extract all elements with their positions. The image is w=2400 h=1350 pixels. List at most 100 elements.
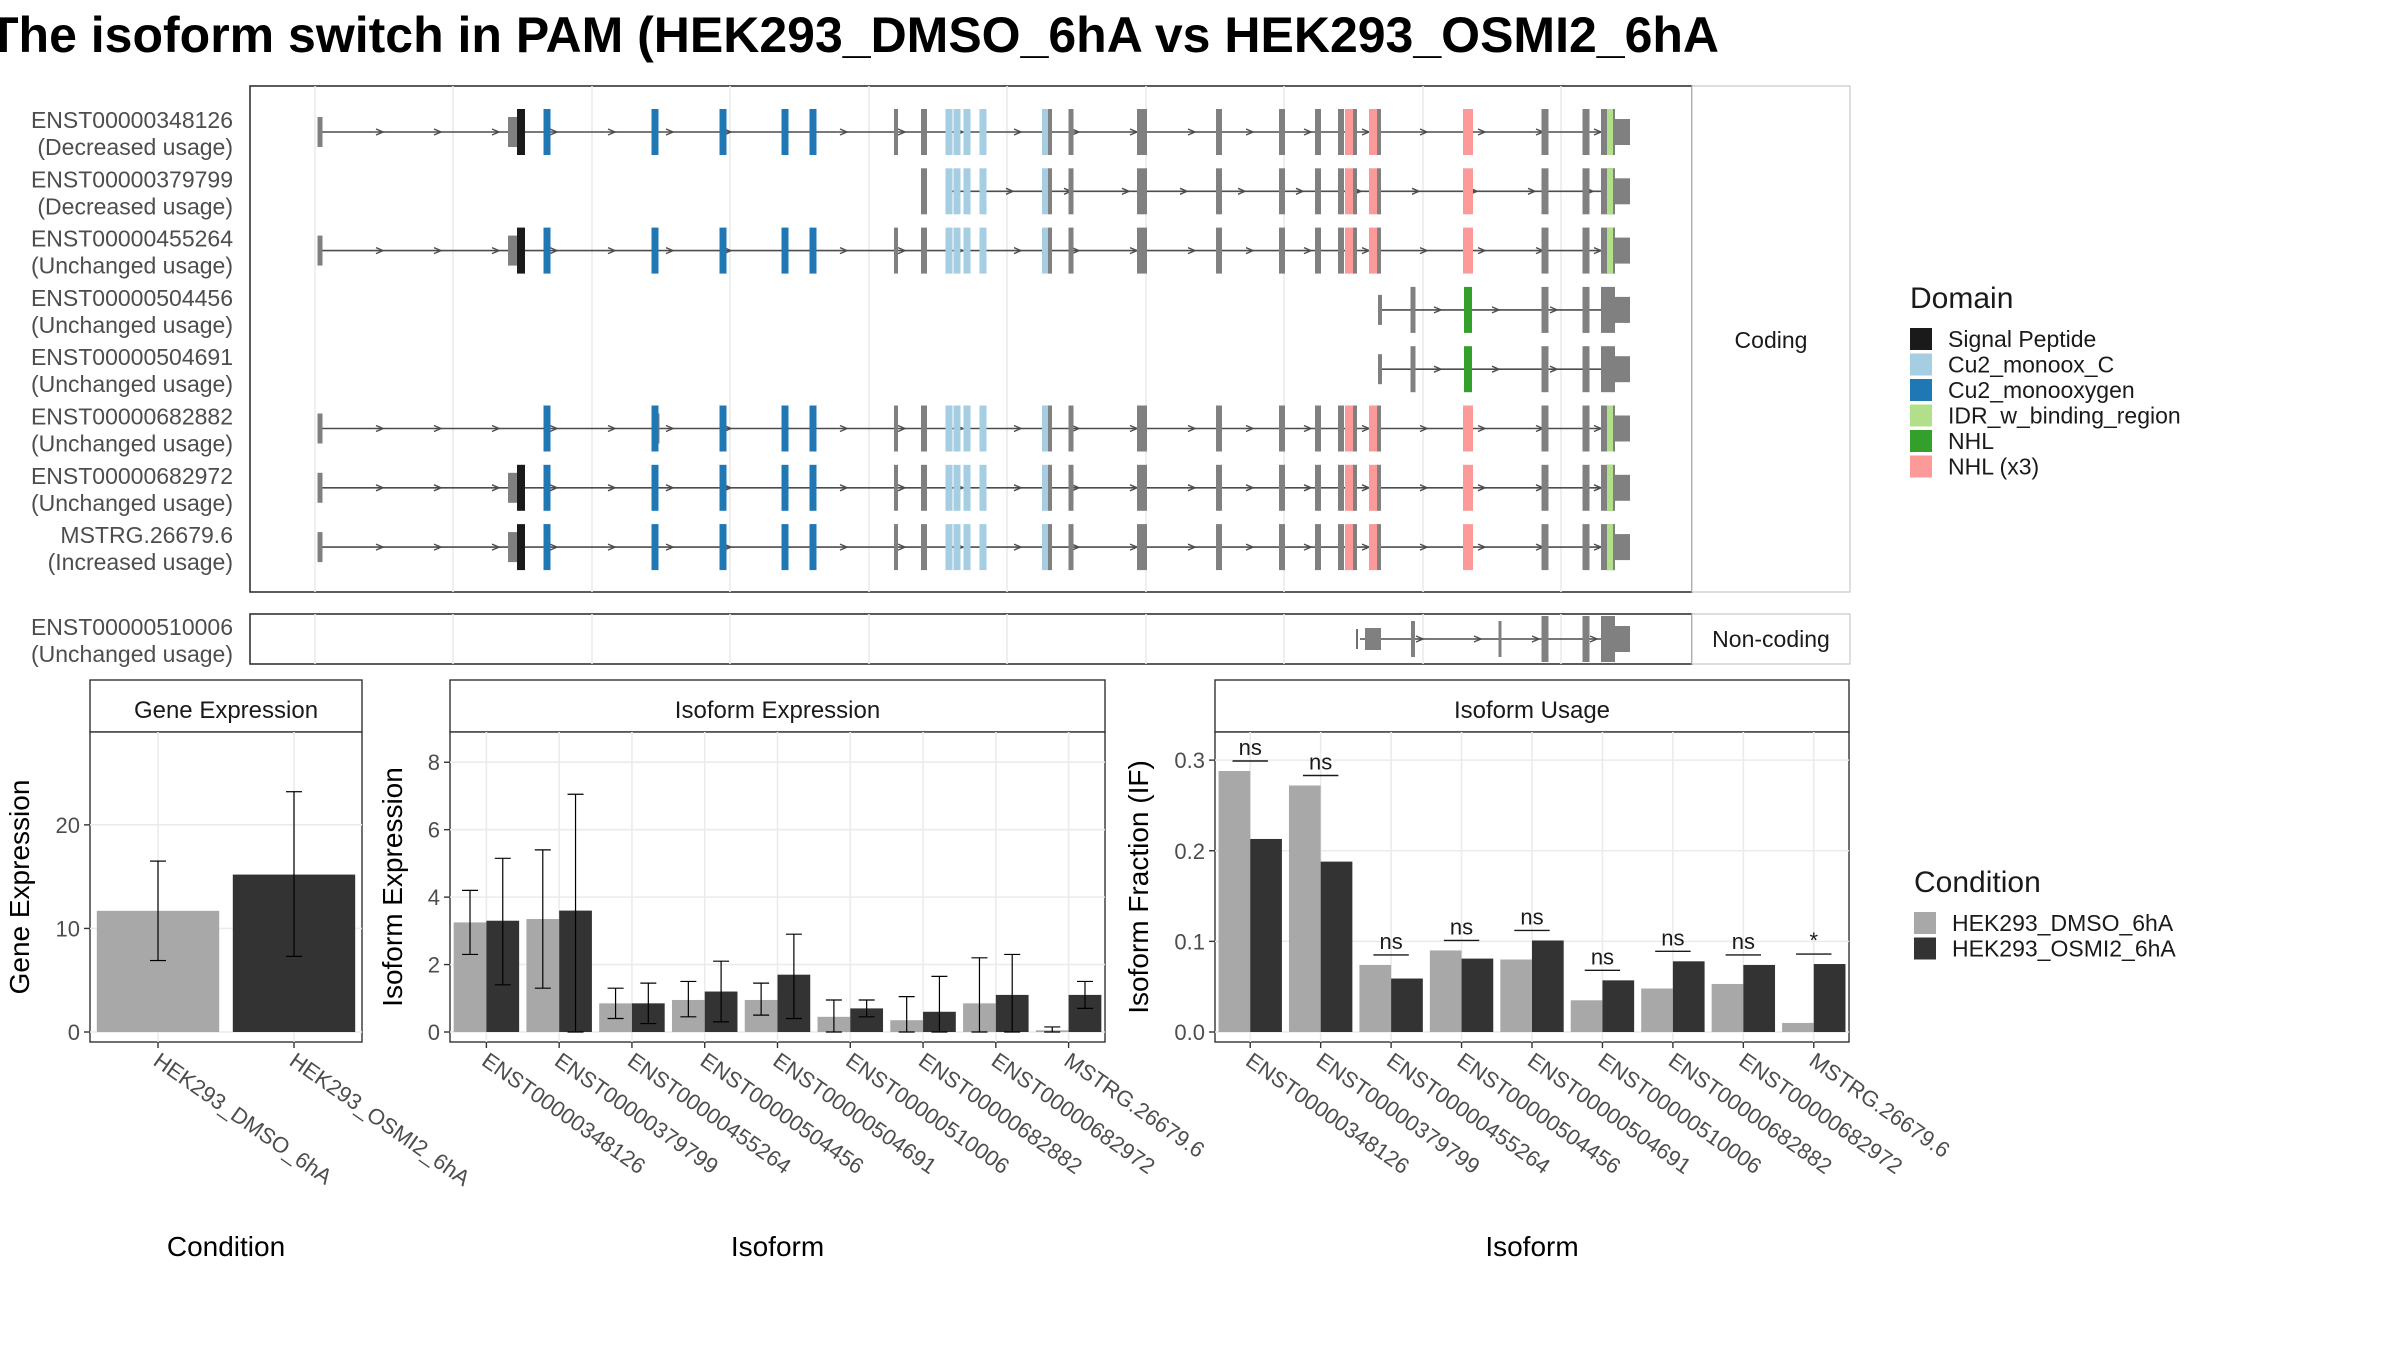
domain-idr-binding bbox=[1607, 109, 1613, 155]
bar bbox=[1462, 959, 1494, 1032]
exon-utr-last bbox=[1614, 238, 1630, 264]
domain-cu2-monooxygen bbox=[782, 109, 789, 155]
exon bbox=[1315, 406, 1321, 452]
exon bbox=[1377, 406, 1381, 452]
exon bbox=[921, 228, 927, 274]
y-tick-label: 0.0 bbox=[1174, 1020, 1205, 1045]
bar bbox=[1430, 950, 1462, 1032]
exon bbox=[1216, 524, 1222, 570]
bar bbox=[1532, 940, 1564, 1032]
domain-legend-label: Cu2_monooxygen bbox=[1948, 377, 2135, 403]
domain-cu2-monooxygen bbox=[810, 406, 817, 452]
exon-utr-last bbox=[1614, 475, 1630, 501]
exon bbox=[1583, 616, 1590, 662]
domain-cu2-monooxygen bbox=[544, 465, 551, 511]
bar bbox=[1673, 961, 1705, 1032]
domain-nhl-x3 bbox=[1463, 109, 1473, 155]
isoform-status-label: (Unchanged usage) bbox=[31, 641, 233, 667]
exon bbox=[1353, 109, 1357, 155]
domain-signal-peptide bbox=[517, 228, 525, 274]
exon bbox=[1048, 465, 1052, 511]
exon bbox=[921, 406, 927, 452]
domain-cu2-monooxygen bbox=[782, 465, 789, 511]
panel-title: Gene Expression bbox=[134, 697, 318, 724]
exon bbox=[1542, 346, 1549, 392]
condition-legend-title: Condition bbox=[1914, 866, 2041, 899]
domain-legend-key bbox=[1910, 456, 1932, 478]
significance-label: ns bbox=[1520, 904, 1543, 929]
domain-legend-label: NHL bbox=[1948, 428, 1994, 454]
y-tick-label: 20 bbox=[56, 813, 80, 838]
exon bbox=[921, 109, 927, 155]
domain-cu2-monoox-c bbox=[954, 109, 961, 155]
domain-cu2-monoox-c bbox=[954, 168, 961, 214]
exon bbox=[1048, 168, 1052, 214]
domain-cu2-monoox-c bbox=[954, 465, 961, 511]
isoform-status-label: (Unchanged usage) bbox=[31, 371, 233, 397]
significance-label: * bbox=[1809, 928, 1818, 953]
exon bbox=[1338, 406, 1344, 452]
domain-legend-key bbox=[1910, 430, 1932, 452]
domain-legend-label: Signal Peptide bbox=[1948, 326, 2096, 352]
exon bbox=[1279, 109, 1285, 155]
exon bbox=[1542, 406, 1549, 452]
exon bbox=[1279, 524, 1285, 570]
isoform-status-label: (Unchanged usage) bbox=[31, 431, 233, 457]
exon bbox=[1216, 228, 1222, 274]
exon bbox=[1353, 228, 1357, 274]
exon bbox=[1583, 524, 1590, 570]
exon bbox=[921, 524, 927, 570]
condition-legend-key bbox=[1914, 938, 1936, 960]
bar bbox=[1641, 989, 1673, 1033]
domain-legend-key bbox=[1910, 379, 1932, 401]
isoform-id-label: ENST00000379799 bbox=[31, 166, 233, 192]
exon bbox=[1216, 406, 1222, 452]
exon bbox=[1048, 228, 1052, 274]
isoform-id-label: ENST00000504691 bbox=[31, 344, 233, 370]
domain-legend-key bbox=[1910, 405, 1932, 427]
domain-cu2-monoox-c bbox=[964, 406, 971, 452]
exon bbox=[1315, 109, 1321, 155]
domain-cu2-monooxygen bbox=[652, 109, 659, 155]
domain-nhl-x3 bbox=[1463, 228, 1473, 274]
coding-panel bbox=[250, 86, 1692, 592]
exon bbox=[1583, 287, 1590, 333]
domain-cu2-monoox-c bbox=[946, 109, 953, 155]
bar bbox=[1359, 965, 1391, 1032]
exon bbox=[1137, 406, 1147, 452]
exon bbox=[1137, 168, 1147, 214]
domain-nhl bbox=[1464, 287, 1472, 333]
bar bbox=[1250, 839, 1282, 1032]
exon bbox=[1048, 524, 1052, 570]
x-axis-label: Isoform bbox=[731, 1231, 824, 1262]
significance-label: ns bbox=[1661, 925, 1684, 950]
significance-label: ns bbox=[1450, 914, 1473, 939]
bar bbox=[1743, 965, 1775, 1032]
domain-cu2-monooxygen bbox=[544, 524, 551, 570]
exon bbox=[1048, 109, 1052, 155]
domain-cu2-monoox-c bbox=[964, 465, 971, 511]
domain-cu2-monooxygen bbox=[652, 465, 659, 511]
domain-cu2-monoox-c bbox=[980, 228, 987, 274]
exon bbox=[1411, 287, 1416, 333]
exon bbox=[318, 236, 323, 266]
exon bbox=[1216, 109, 1222, 155]
domain-nhl-x3 bbox=[1463, 406, 1473, 452]
domain-signal-peptide bbox=[517, 465, 525, 511]
domain-legend-key bbox=[1910, 328, 1932, 350]
isoform-status-label: (Unchanged usage) bbox=[31, 253, 233, 279]
domain-nhl bbox=[1464, 346, 1472, 392]
domain-cu2-monooxygen bbox=[652, 406, 659, 452]
noncoding-strip-label: Non-coding bbox=[1712, 626, 1830, 652]
exon bbox=[1216, 168, 1222, 214]
domain-nhl-x3 bbox=[1463, 524, 1473, 570]
y-axis-label: Isoform Expression bbox=[377, 767, 408, 1007]
coding-strip-label: Coding bbox=[1735, 327, 1808, 353]
exon bbox=[921, 168, 927, 214]
domain-cu2-monooxygen bbox=[720, 524, 727, 570]
bar bbox=[1814, 964, 1846, 1032]
exon bbox=[1315, 228, 1321, 274]
y-tick-label: 0.1 bbox=[1174, 929, 1205, 954]
exon bbox=[1279, 228, 1285, 274]
exon bbox=[1338, 465, 1344, 511]
